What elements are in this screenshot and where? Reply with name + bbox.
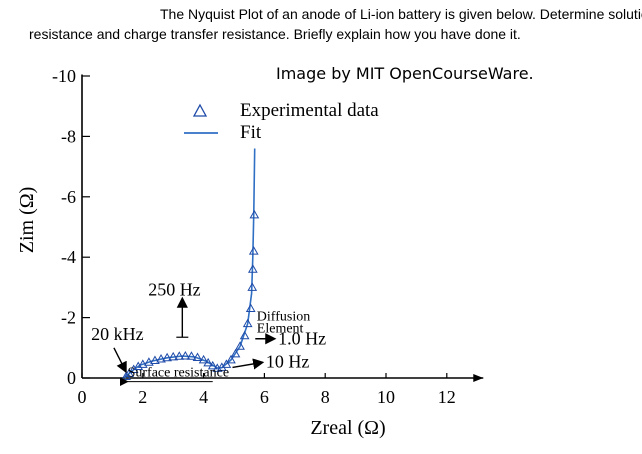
x-tick-label: 4 [199,387,208,407]
annotation-surface-resistance: Surface resistance [128,365,229,380]
data-point [156,353,166,363]
data-point [242,318,253,328]
question-line-2: resistance and charge transfer resistanc… [29,26,521,42]
data-point [144,357,154,366]
data-point [203,357,214,367]
y-axis-label: Zim (Ω) [16,187,38,254]
data-point [239,330,250,340]
data-point [192,352,203,361]
annotation-diffusion: Diffusion [257,310,310,325]
data-point [249,209,260,219]
data-point [180,350,191,360]
x-tick-label: 2 [138,387,147,407]
data-point [162,352,172,362]
annotation-1hz: 1.0 Hz [278,329,326,349]
x-tick-label: 8 [321,387,330,407]
data-point [174,351,185,360]
annotation-10hz: 10 Hz [266,351,310,371]
x-tick-label: 6 [260,387,269,407]
y-tick-label: 0 [67,368,76,388]
y-tick-label: -2 [61,308,76,328]
data-point [247,264,258,273]
annotation-20khz: 20 kHz [91,324,143,344]
x-tick-label: 10 [377,387,395,407]
data-point [186,351,197,360]
data-point [230,348,241,358]
y-tick-label: -8 [61,126,76,146]
image-credit: Image by MIT OpenCourseWare. [276,64,534,83]
data-point [133,361,144,371]
question-line-1: The Nyquist Plot of an anode of Li-ion b… [160,6,642,22]
legend-label-experimental: Experimental data [240,100,379,121]
y-tick-label: -6 [61,187,76,207]
data-point [235,341,245,350]
x-tick-label: 12 [438,387,456,407]
x-axis-label: Zreal (Ω) [310,417,385,439]
legend-marker-experimental [192,103,208,117]
annotation-250hz: 250 Hz [148,279,201,299]
data-point [137,359,148,368]
data-point [221,359,232,368]
arrow-10hz [232,358,265,370]
legend-label-fit: Fit [240,122,262,143]
data-point [245,303,256,313]
data-point [207,360,218,370]
x-tick-label: 0 [78,387,87,407]
x-axis-arrowhead [473,374,484,382]
fit-line [124,148,256,379]
data-point [247,282,258,291]
data-point [198,354,209,364]
y-tick-label: -10 [52,66,76,86]
arrow-20khz [113,347,127,374]
data-point [150,355,160,364]
data-point [226,354,236,364]
data-point [168,351,179,361]
y-tick-label: -4 [61,247,76,267]
data-point [248,246,259,255]
annotation-element: Element [257,322,304,337]
